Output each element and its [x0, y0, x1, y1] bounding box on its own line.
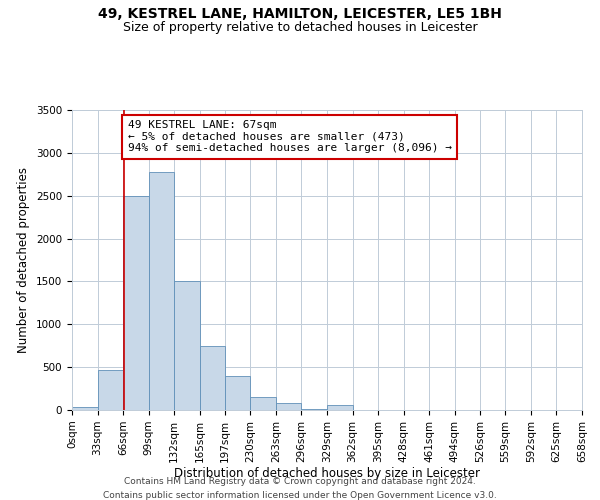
Text: 49, KESTREL LANE, HAMILTON, LEICESTER, LE5 1BH: 49, KESTREL LANE, HAMILTON, LEICESTER, L… — [98, 8, 502, 22]
Text: Size of property relative to detached houses in Leicester: Size of property relative to detached ho… — [122, 21, 478, 34]
Bar — [224, 376, 250, 410]
Bar — [250, 397, 276, 410]
Bar — [301, 409, 327, 410]
Bar — [98, 370, 123, 410]
Bar — [200, 346, 224, 410]
Bar — [175, 282, 200, 410]
Bar — [327, 406, 353, 410]
Text: Contains HM Land Registry data © Crown copyright and database right 2024.: Contains HM Land Registry data © Crown c… — [124, 478, 476, 486]
Bar — [149, 172, 175, 410]
Y-axis label: Number of detached properties: Number of detached properties — [17, 167, 31, 353]
Text: Contains public sector information licensed under the Open Government Licence v3: Contains public sector information licen… — [103, 491, 497, 500]
Bar — [123, 196, 149, 410]
Bar — [276, 403, 301, 410]
Bar — [72, 408, 98, 410]
X-axis label: Distribution of detached houses by size in Leicester: Distribution of detached houses by size … — [174, 468, 480, 480]
Text: 49 KESTREL LANE: 67sqm
← 5% of detached houses are smaller (473)
94% of semi-det: 49 KESTREL LANE: 67sqm ← 5% of detached … — [128, 120, 452, 154]
